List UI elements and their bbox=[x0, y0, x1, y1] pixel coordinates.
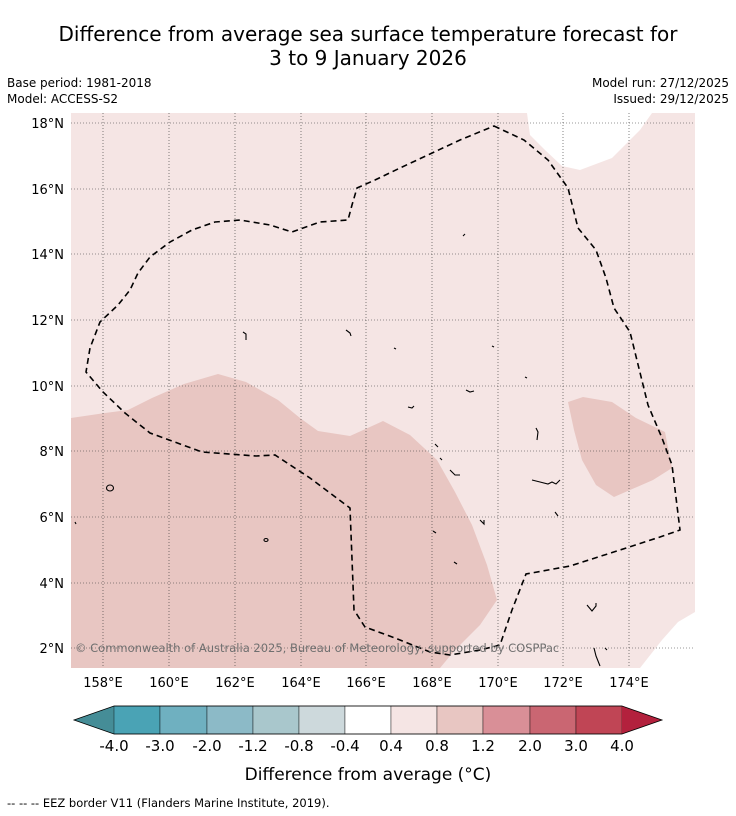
island-pohnpei bbox=[105, 484, 115, 492]
island-kosrae bbox=[263, 537, 269, 543]
colorbar-bin bbox=[529, 705, 577, 735]
issued-date: Issued: 29/12/2025 bbox=[613, 92, 729, 106]
anomaly-field-mid-east bbox=[568, 397, 672, 497]
colorbar-extend-high bbox=[622, 706, 662, 734]
lon-tick-label: 164°E bbox=[281, 676, 321, 691]
colorbar-tick-label: -3.0 bbox=[145, 737, 174, 755]
lat-tick-label: 6°N bbox=[40, 511, 65, 526]
island-oroluk bbox=[345, 329, 352, 337]
lon-tick-label: 174°E bbox=[609, 676, 649, 691]
colorbar-tick-label: -0.8 bbox=[284, 737, 313, 755]
colorbar-bin bbox=[482, 705, 531, 735]
lon-tick-label: 160°E bbox=[149, 676, 189, 691]
colorbar-bin bbox=[575, 705, 623, 735]
islands bbox=[74, 233, 608, 667]
graticule bbox=[71, 113, 695, 668]
lon-tick-label: 158°E bbox=[83, 676, 123, 691]
base-period: Base period: 1981-2018 bbox=[7, 76, 152, 90]
colorbar-tick-label: 2.0 bbox=[518, 737, 542, 755]
island-ujae bbox=[449, 469, 460, 476]
lat-tick-label: 2°N bbox=[40, 642, 65, 657]
colorbar-label: Difference from average (°C) bbox=[245, 765, 492, 785]
island-majuro bbox=[586, 603, 597, 612]
island-lae bbox=[439, 457, 443, 461]
lat-tick-label: 16°N bbox=[31, 183, 64, 198]
title-line-2: 3 to 9 January 2026 bbox=[269, 46, 467, 70]
lat-tick-label: 12°N bbox=[31, 314, 64, 329]
island-enewetak bbox=[491, 345, 495, 348]
lon-tick-label: 172°E bbox=[543, 676, 583, 691]
island-utirik bbox=[524, 376, 528, 379]
island-pingelap bbox=[432, 530, 437, 534]
sst-map: 18°N 16°N 14°N 12°N 10°N 8°N 6°N 4°N 2°N 158°E 160… bbox=[31, 113, 695, 785]
island-wotje bbox=[535, 427, 539, 441]
anomaly-field-neutral-se bbox=[640, 612, 695, 668]
lon-tick-label: 170°E bbox=[478, 676, 518, 691]
colorbar-bin bbox=[390, 705, 438, 735]
island-namorik bbox=[453, 561, 458, 565]
island-ngatik bbox=[242, 331, 247, 340]
eez-border bbox=[85, 125, 681, 656]
colorbar-label-text: Difference from average (°C) bbox=[245, 765, 492, 785]
colorbar-outline bbox=[72, 705, 664, 735]
anomaly-field-mid-west bbox=[71, 374, 497, 668]
lon-tick-label: 166°E bbox=[346, 676, 386, 691]
island-mejit bbox=[604, 647, 608, 651]
copyright-notice: © Commonwealth of Australia 2025, Bureau… bbox=[75, 641, 559, 655]
model-run: Model run: 27/12/2025 bbox=[591, 76, 729, 90]
chart-title: Difference from average sea surface temp… bbox=[0, 22, 736, 70]
colorbar: -4.0 -3.0 -2.0 -1.2 -0.8 -0.4 0.4 0.8 1.2 2.0 3.0 4… bbox=[72, 705, 664, 755]
lat-tick-label: 18°N bbox=[31, 117, 64, 132]
colorbar-tick-label: 0.8 bbox=[425, 737, 449, 755]
island-ailinglaplap bbox=[434, 443, 439, 448]
colorbar-tick-label: 0.4 bbox=[379, 737, 403, 755]
title-line-1: Difference from average sea surface temp… bbox=[58, 22, 678, 46]
lat-tick-label: 8°N bbox=[40, 445, 65, 460]
colorbar-extend-low bbox=[74, 706, 114, 734]
island-rongelap bbox=[407, 405, 415, 409]
colorbar-tick-label: -4.0 bbox=[99, 737, 128, 755]
lat-tick-label: 10°N bbox=[31, 380, 64, 395]
colorbar-bin bbox=[344, 705, 392, 735]
island-wake bbox=[462, 233, 466, 237]
island-kwajalein bbox=[531, 479, 561, 485]
eez-legend: -- -- -- EEZ border V11 (Flanders Marine… bbox=[7, 796, 330, 810]
colorbar-tick-label: -1.2 bbox=[238, 737, 267, 755]
model-name: Model: ACCESS-S2 bbox=[7, 92, 119, 106]
colorbar-tick-label: -0.4 bbox=[330, 737, 359, 755]
colorbar-tick-label: 1.2 bbox=[471, 737, 495, 755]
meta-right: Model run: 27/12/2025 Issued: 29/12/2025 bbox=[592, 75, 729, 107]
colorbar-tick-label: 4.0 bbox=[610, 737, 634, 755]
colorbar-bin bbox=[206, 705, 254, 735]
colorbar-bin bbox=[436, 705, 484, 735]
lat-tick-label: 14°N bbox=[31, 248, 64, 263]
island-mokil bbox=[393, 347, 397, 350]
colorbar-bin bbox=[298, 705, 346, 735]
lat-tick-label: 4°N bbox=[40, 577, 65, 592]
lon-tick-label: 162°E bbox=[215, 676, 255, 691]
lon-tick-label: 168°E bbox=[412, 676, 452, 691]
island-jaluit bbox=[554, 511, 559, 517]
island-pakin bbox=[74, 521, 77, 525]
colorbar-bin bbox=[159, 705, 208, 735]
anomaly-field-neutral-ne bbox=[527, 113, 652, 170]
colorbar-tick-label: 3.0 bbox=[564, 737, 588, 755]
axis-labels: 18°N 16°N 14°N 12°N 10°N 8°N 6°N 4°N 2°N 158°E 160… bbox=[31, 117, 649, 691]
colorbar-bin bbox=[113, 705, 161, 735]
colorbar-tick-label: -2.0 bbox=[192, 737, 221, 755]
island-bikini bbox=[465, 389, 475, 393]
colorbar-bin bbox=[252, 705, 300, 735]
meta-left: Base period: 1981-2018 Model: ACCESS-S2 bbox=[7, 75, 152, 107]
island-mili bbox=[593, 647, 601, 667]
island-ebon bbox=[479, 519, 485, 526]
